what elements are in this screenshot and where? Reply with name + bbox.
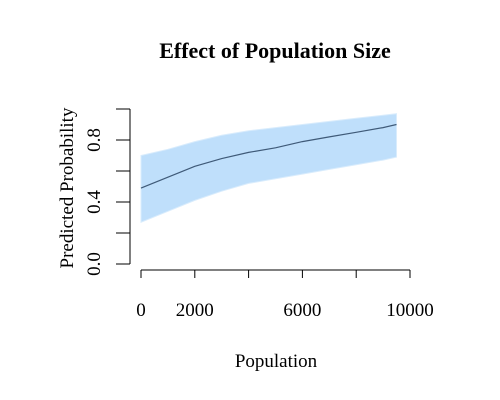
confidence-band — [140, 113, 397, 223]
x-tick-label: 0 — [136, 300, 146, 321]
x-tick-label: 6000 — [283, 300, 321, 321]
x-tick-label: 10000 — [386, 300, 434, 321]
chart-title: Effect of Population Size — [159, 38, 391, 63]
series-line — [140, 123, 397, 189]
y-tick-label: 0.4 — [84, 190, 105, 214]
x-tick-label: 2000 — [176, 300, 214, 321]
y-tick-label: 0.8 — [84, 128, 105, 152]
x-axis-label: Population — [234, 351, 318, 372]
y-tick-label: 0.0 — [84, 252, 105, 276]
